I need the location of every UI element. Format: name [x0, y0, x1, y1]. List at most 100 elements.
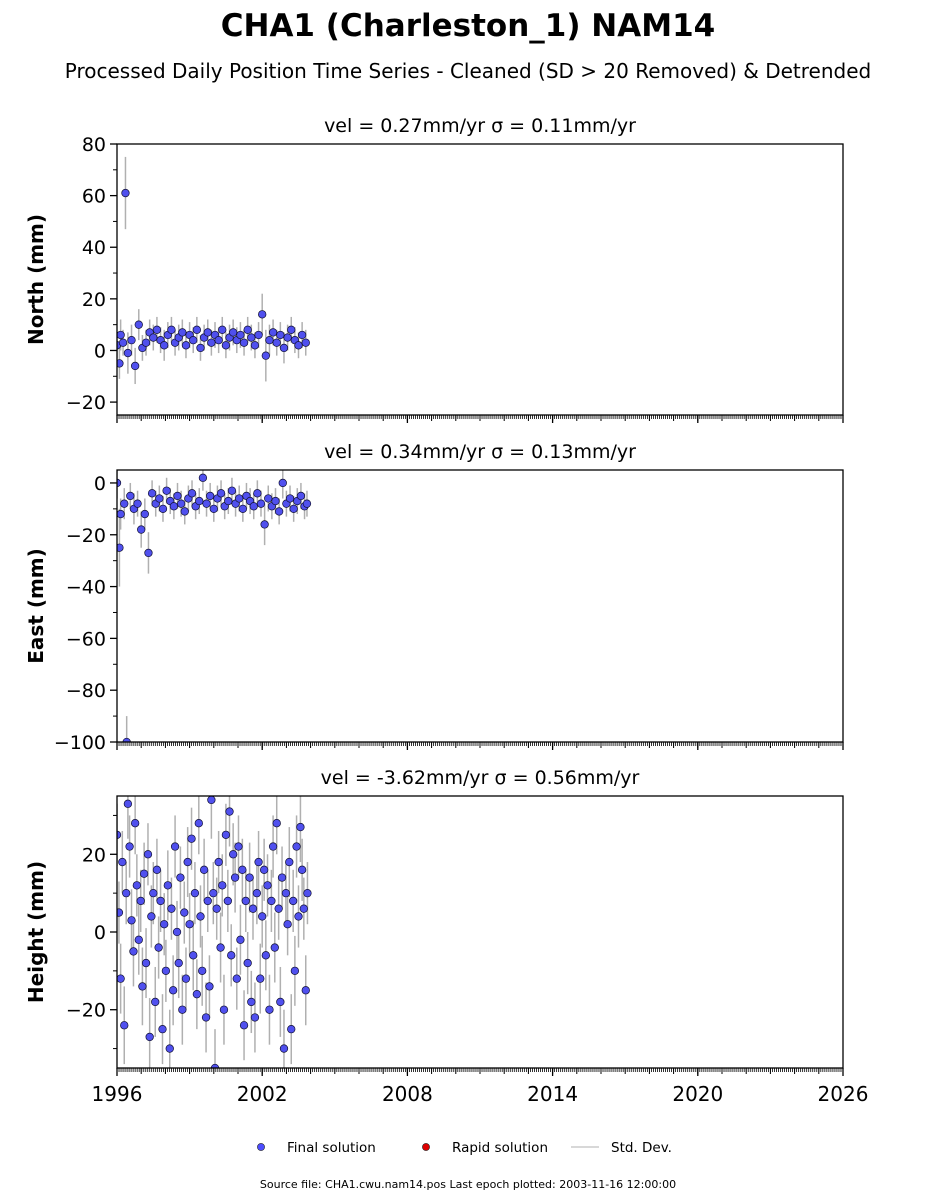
legend-item: Std. Dev.: [571, 1140, 672, 1156]
data-point: [239, 338, 249, 347]
data-point: [117, 830, 122, 840]
data-point: [236, 330, 245, 340]
data-point: [170, 842, 180, 851]
axes-frame: [116, 143, 844, 416]
data-point: [206, 491, 215, 501]
y-axis-label: Height (mm): [24, 861, 48, 1003]
data-point: [299, 904, 308, 913]
data-point: [117, 330, 125, 340]
data-point: [152, 865, 162, 874]
data-point: [302, 499, 312, 508]
y-tick-label: 60: [82, 186, 106, 208]
data-point: [218, 325, 227, 334]
data-point: [118, 857, 127, 867]
data-point: [301, 338, 310, 347]
data-point: [223, 896, 232, 906]
x-tick-label: 2002: [237, 1082, 288, 1106]
data-point: [294, 341, 303, 350]
data-point: [158, 504, 168, 514]
data-point: [117, 908, 124, 917]
data-point: [123, 799, 133, 808]
data-point: [151, 997, 160, 1007]
data-point: [296, 822, 305, 832]
data-point: [117, 543, 124, 552]
data-point: [187, 489, 197, 498]
data-point: [129, 947, 138, 956]
data-point: [252, 888, 262, 898]
data-point: [181, 341, 191, 350]
data-point: [296, 491, 306, 501]
data-point: [214, 336, 223, 345]
data-point: [203, 896, 212, 906]
data-point: [155, 494, 164, 503]
data-point: [189, 951, 198, 960]
data-point: [264, 494, 273, 503]
y-tick-label: −60: [66, 628, 106, 650]
data-point: [283, 920, 292, 929]
data-point: [272, 338, 281, 347]
data-point: [224, 496, 233, 506]
data-point: [121, 188, 130, 198]
data-point: [162, 486, 171, 495]
data-point: [126, 491, 135, 501]
data-point: [230, 873, 240, 882]
data-point: [185, 920, 194, 929]
data-point: [120, 499, 129, 508]
rapid-solution-marker: [422, 1143, 430, 1151]
data-point: [260, 520, 269, 529]
data-point: [176, 499, 186, 508]
data-point: [235, 494, 244, 503]
y-tick-label: 20: [82, 289, 106, 311]
figure-subtitle: Processed Daily Position Time Series - C…: [65, 59, 871, 83]
y-tick-label: −100: [54, 732, 106, 754]
data-point: [207, 796, 216, 805]
data-point: [265, 336, 274, 345]
data-point: [216, 943, 225, 952]
x-tick-label: 2020: [672, 1082, 723, 1106]
data-point: [192, 325, 202, 334]
data-point: [140, 509, 149, 519]
data-point: [227, 951, 236, 960]
data-point: [227, 486, 237, 495]
data-point: [163, 881, 172, 890]
data-point: [117, 974, 125, 983]
data-point: [253, 489, 262, 498]
data-point: [254, 857, 263, 867]
data-point: [272, 819, 281, 828]
data-point: [139, 869, 149, 878]
data-point: [283, 333, 292, 342]
data-point: [180, 908, 189, 917]
data-point: [167, 325, 176, 334]
data-point: [127, 916, 136, 925]
data-point: [202, 499, 211, 508]
data-point: [274, 904, 283, 913]
data-point: [176, 873, 185, 882]
data-point: [259, 865, 269, 874]
y-tick-label: 0: [94, 922, 106, 944]
data-point: [160, 341, 169, 350]
source-footer: Source file: CHA1.cwu.nam14.pos Last epo…: [260, 1178, 676, 1191]
x-tick-label: 2026: [818, 1082, 869, 1106]
data-point: [219, 1005, 229, 1014]
data-point: [250, 1013, 260, 1022]
data-point: [122, 737, 131, 742]
data-point: [190, 888, 200, 898]
data-point: [277, 873, 287, 882]
data-point: [258, 310, 267, 319]
data-point: [236, 935, 245, 944]
data-point: [134, 935, 143, 944]
data-point: [187, 834, 196, 843]
x-tick-label: 2008: [382, 1082, 433, 1106]
data-point: [141, 958, 151, 968]
data-point: [154, 943, 163, 952]
y-axis-label: East (mm): [24, 548, 48, 664]
data-point: [158, 1024, 167, 1034]
panel-north: vel = 0.27mm/yr σ = 0.11mm/yr North (mm) −…: [24, 115, 844, 423]
data-point: [199, 865, 209, 874]
data-point: [178, 1005, 187, 1014]
data-point: [207, 338, 216, 347]
data-point: [160, 920, 169, 929]
data-point: [147, 912, 156, 921]
data-point: [134, 320, 143, 329]
data-point: [144, 548, 153, 558]
